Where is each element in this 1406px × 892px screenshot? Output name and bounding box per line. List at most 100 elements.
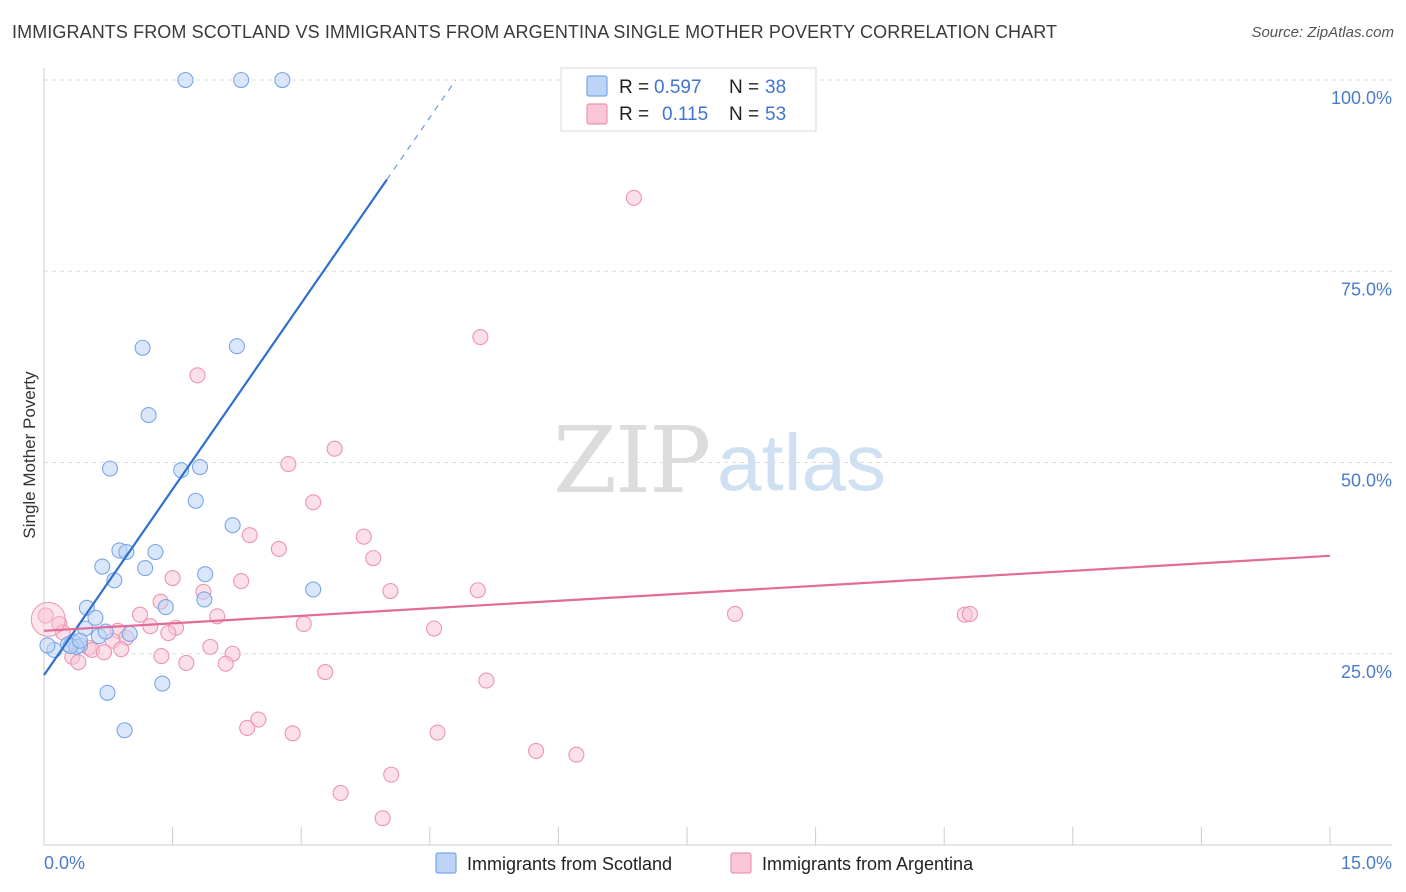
- series-legend: Immigrants from Scotland Immigrants from…: [435, 852, 974, 874]
- scotland-point: [134, 339, 151, 356]
- argentina-point: [189, 367, 206, 384]
- watermark-zip: ZIP: [553, 407, 709, 514]
- correlation-legend: R = 0.597 N = 38 R = 0.115 N = 53: [560, 67, 817, 132]
- legend-n-value-scotland: 38: [765, 77, 786, 98]
- watermark-atlas: atlas: [717, 418, 886, 507]
- legend-swatch-scotland: [586, 75, 608, 97]
- argentina-point: [250, 711, 267, 728]
- scotland-point: [94, 558, 111, 575]
- legend-r-label-argentina: R =: [619, 104, 649, 125]
- scotland-point: [99, 684, 116, 701]
- axes: [43, 68, 1392, 846]
- legend-r-label-scotland: R =: [619, 77, 649, 98]
- argentina-point: [113, 641, 130, 658]
- argentina-point: [355, 528, 372, 545]
- legend-r-value-argentina: 0.115: [662, 104, 708, 125]
- argentina-point: [305, 494, 322, 511]
- argentina-point: [142, 618, 159, 635]
- scotland-point: [157, 599, 174, 616]
- argentina-point: [726, 605, 744, 623]
- argentina-points: [30, 189, 978, 827]
- series-legend-swatch-scotland: [435, 852, 457, 874]
- y-tick-label: 75.0%: [1341, 279, 1392, 299]
- argentina-point: [332, 784, 349, 802]
- scotland-points: [39, 71, 322, 739]
- scotland-point: [39, 637, 56, 654]
- scotland-point: [116, 722, 133, 739]
- argentina-point: [472, 328, 489, 346]
- scotland-point: [71, 632, 89, 649]
- scotland-point: [121, 625, 138, 642]
- argentina-point: [961, 605, 978, 623]
- argentina-point: [164, 569, 181, 587]
- y-tick-label: 50.0%: [1341, 471, 1392, 491]
- scotland-point: [147, 543, 164, 561]
- scotland-point: [177, 71, 194, 89]
- argentina-point: [70, 654, 87, 671]
- argentina-point: [160, 625, 177, 642]
- legend-swatch-argentina: [586, 103, 608, 125]
- argentina-point: [239, 719, 256, 737]
- argentina-point-cluster: [30, 601, 66, 637]
- argentina-point: [284, 725, 301, 742]
- y-tick-labels: 25.0% 50.0% 75.0% 100.0%: [1331, 88, 1392, 682]
- scotland-point: [140, 407, 157, 424]
- legend-n-label-scotland: N =: [729, 77, 759, 98]
- argentina-point: [382, 582, 399, 600]
- y-tick-label: 100.0%: [1331, 88, 1392, 108]
- scotland-point: [196, 591, 213, 608]
- argentina-point: [374, 810, 391, 827]
- scotland-point: [87, 609, 104, 626]
- argentina-point: [241, 527, 258, 544]
- argentina-point: [469, 582, 486, 599]
- scotland-point: [305, 581, 322, 598]
- y-tick-label: 25.0%: [1341, 662, 1392, 682]
- series-legend-swatch-argentina: [730, 852, 752, 874]
- argentina-point: [233, 573, 250, 590]
- argentina-point: [95, 644, 113, 661]
- argentina-point: [280, 455, 297, 473]
- scotland-point: [154, 675, 171, 692]
- argentina-point: [131, 606, 149, 623]
- chart-title: IMMIGRANTS FROM SCOTLAND VS IMMIGRANTS F…: [12, 22, 1058, 42]
- x-tick-label-min: 0.0%: [44, 853, 85, 873]
- series-legend-label-argentina: Immigrants from Argentina: [762, 854, 974, 874]
- argentina-trend-line: [43, 554, 1331, 632]
- x-tick-label-max: 15.0%: [1341, 853, 1392, 873]
- argentina-point: [178, 654, 195, 671]
- scotland-point: [101, 460, 119, 477]
- argentina-point: [429, 724, 446, 741]
- legend-n-value-argentina: 53: [765, 104, 786, 125]
- scotland-point: [228, 338, 245, 355]
- argentina-point: [528, 742, 545, 759]
- argentina-point: [270, 540, 287, 557]
- scotland-point: [224, 517, 241, 534]
- scotland-point: [274, 71, 291, 89]
- scotland-point: [233, 71, 250, 89]
- scotland-point: [118, 543, 135, 561]
- argentina-point: [217, 655, 234, 672]
- scotland-point: [187, 492, 204, 509]
- argentina-point: [295, 615, 312, 632]
- argentina-point: [478, 672, 495, 689]
- legend-n-label-argentina: N =: [729, 104, 759, 125]
- argentina-point: [202, 638, 219, 655]
- argentina-point: [383, 766, 400, 783]
- trend-lines: [43, 79, 1331, 676]
- argentina-point: [625, 189, 642, 206]
- argentina-point: [365, 550, 382, 567]
- scotland-trend-line: [43, 178, 388, 676]
- scotland-point: [197, 566, 214, 583]
- legend-r-value-scotland: 0.597: [654, 77, 702, 98]
- argentina-point: [568, 746, 585, 763]
- argentina-point: [326, 440, 343, 457]
- y-axis-label: Single Mother Poverty: [20, 371, 39, 539]
- scotland-point: [137, 560, 154, 577]
- scotland-point: [191, 459, 209, 476]
- argentina-point: [426, 620, 443, 637]
- source-credit: Source: ZipAtlas.com: [1251, 24, 1394, 41]
- argentina-point: [153, 647, 170, 665]
- argentina-point: [37, 607, 54, 624]
- argentina-point: [317, 664, 334, 681]
